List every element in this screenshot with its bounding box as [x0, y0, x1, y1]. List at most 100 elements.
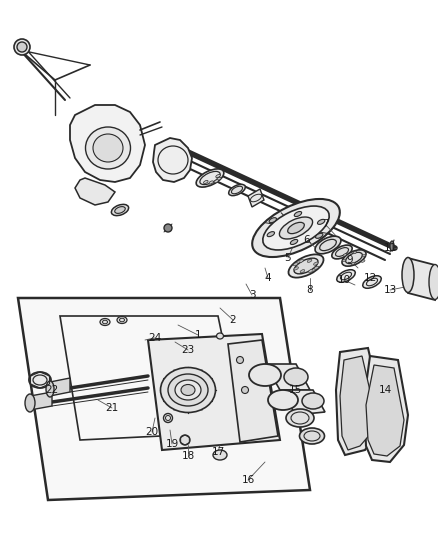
Ellipse shape [350, 262, 354, 265]
Ellipse shape [216, 177, 221, 180]
Text: 5: 5 [284, 253, 291, 263]
Text: 13: 13 [382, 285, 396, 295]
Ellipse shape [293, 263, 297, 266]
Ellipse shape [293, 267, 298, 270]
Ellipse shape [308, 269, 312, 272]
Ellipse shape [313, 266, 318, 269]
Ellipse shape [267, 390, 297, 410]
Ellipse shape [285, 409, 313, 427]
Ellipse shape [336, 270, 354, 282]
Text: 2: 2 [229, 315, 236, 325]
Ellipse shape [279, 217, 312, 239]
Ellipse shape [314, 236, 340, 254]
Ellipse shape [331, 245, 351, 259]
Text: 22: 22 [45, 385, 59, 395]
Ellipse shape [299, 428, 324, 444]
Text: 1: 1 [194, 330, 201, 340]
Text: 17: 17 [211, 447, 224, 457]
Polygon shape [339, 356, 373, 450]
Ellipse shape [111, 204, 128, 216]
Ellipse shape [100, 319, 110, 326]
Text: 4: 4 [264, 273, 271, 283]
Polygon shape [153, 138, 191, 182]
Ellipse shape [251, 199, 339, 257]
Ellipse shape [268, 217, 276, 223]
Ellipse shape [389, 241, 393, 251]
Text: 6: 6 [303, 235, 310, 245]
Ellipse shape [248, 364, 280, 386]
Ellipse shape [163, 414, 172, 423]
Text: 7: 7 [321, 219, 328, 229]
Text: 9: 9 [346, 255, 353, 265]
Ellipse shape [290, 239, 297, 245]
Ellipse shape [298, 260, 303, 263]
Text: 18: 18 [181, 451, 194, 461]
Text: 12: 12 [363, 273, 376, 283]
Ellipse shape [160, 367, 215, 413]
Polygon shape [227, 340, 277, 442]
Ellipse shape [203, 180, 208, 183]
Text: 15: 15 [288, 385, 301, 395]
Ellipse shape [342, 254, 346, 256]
Polygon shape [70, 105, 145, 182]
Ellipse shape [117, 317, 127, 324]
Polygon shape [365, 365, 403, 456]
Polygon shape [363, 356, 407, 462]
Ellipse shape [300, 270, 304, 273]
Polygon shape [50, 378, 70, 396]
Polygon shape [265, 364, 309, 390]
Circle shape [164, 224, 172, 232]
Ellipse shape [175, 380, 201, 400]
Ellipse shape [46, 381, 54, 397]
Polygon shape [335, 348, 379, 455]
Text: 3: 3 [248, 290, 255, 300]
Ellipse shape [85, 127, 130, 169]
Text: 16: 16 [241, 475, 254, 485]
Ellipse shape [287, 222, 304, 233]
Ellipse shape [216, 333, 223, 339]
Text: 20: 20 [145, 427, 158, 437]
Ellipse shape [313, 262, 318, 265]
Ellipse shape [352, 251, 356, 254]
Ellipse shape [283, 368, 307, 386]
Polygon shape [148, 334, 279, 450]
Ellipse shape [228, 184, 245, 196]
Ellipse shape [362, 276, 380, 288]
Ellipse shape [208, 181, 213, 184]
Ellipse shape [168, 374, 208, 406]
Ellipse shape [180, 384, 194, 395]
Ellipse shape [293, 258, 317, 274]
Ellipse shape [25, 394, 35, 412]
Ellipse shape [180, 435, 190, 445]
Circle shape [14, 39, 30, 55]
Ellipse shape [293, 212, 301, 216]
Ellipse shape [317, 220, 324, 224]
Ellipse shape [236, 357, 243, 364]
Text: 10: 10 [337, 275, 350, 285]
Text: 19: 19 [165, 439, 178, 449]
Ellipse shape [29, 372, 51, 388]
Polygon shape [18, 298, 309, 500]
Ellipse shape [341, 250, 365, 266]
Ellipse shape [262, 206, 328, 250]
Ellipse shape [307, 259, 311, 262]
Text: 14: 14 [378, 385, 391, 395]
Ellipse shape [361, 254, 365, 257]
Text: 11: 11 [382, 243, 396, 253]
Ellipse shape [428, 264, 438, 300]
Ellipse shape [267, 232, 274, 237]
Ellipse shape [288, 254, 323, 278]
Ellipse shape [213, 180, 218, 183]
Ellipse shape [241, 386, 248, 393]
Polygon shape [247, 189, 263, 207]
Ellipse shape [196, 169, 223, 187]
Polygon shape [407, 258, 434, 300]
Ellipse shape [93, 134, 123, 162]
Ellipse shape [342, 259, 345, 262]
Circle shape [17, 42, 27, 52]
Ellipse shape [360, 260, 364, 262]
Ellipse shape [212, 450, 226, 460]
Ellipse shape [301, 393, 323, 409]
Polygon shape [283, 390, 324, 415]
Polygon shape [75, 178, 115, 205]
